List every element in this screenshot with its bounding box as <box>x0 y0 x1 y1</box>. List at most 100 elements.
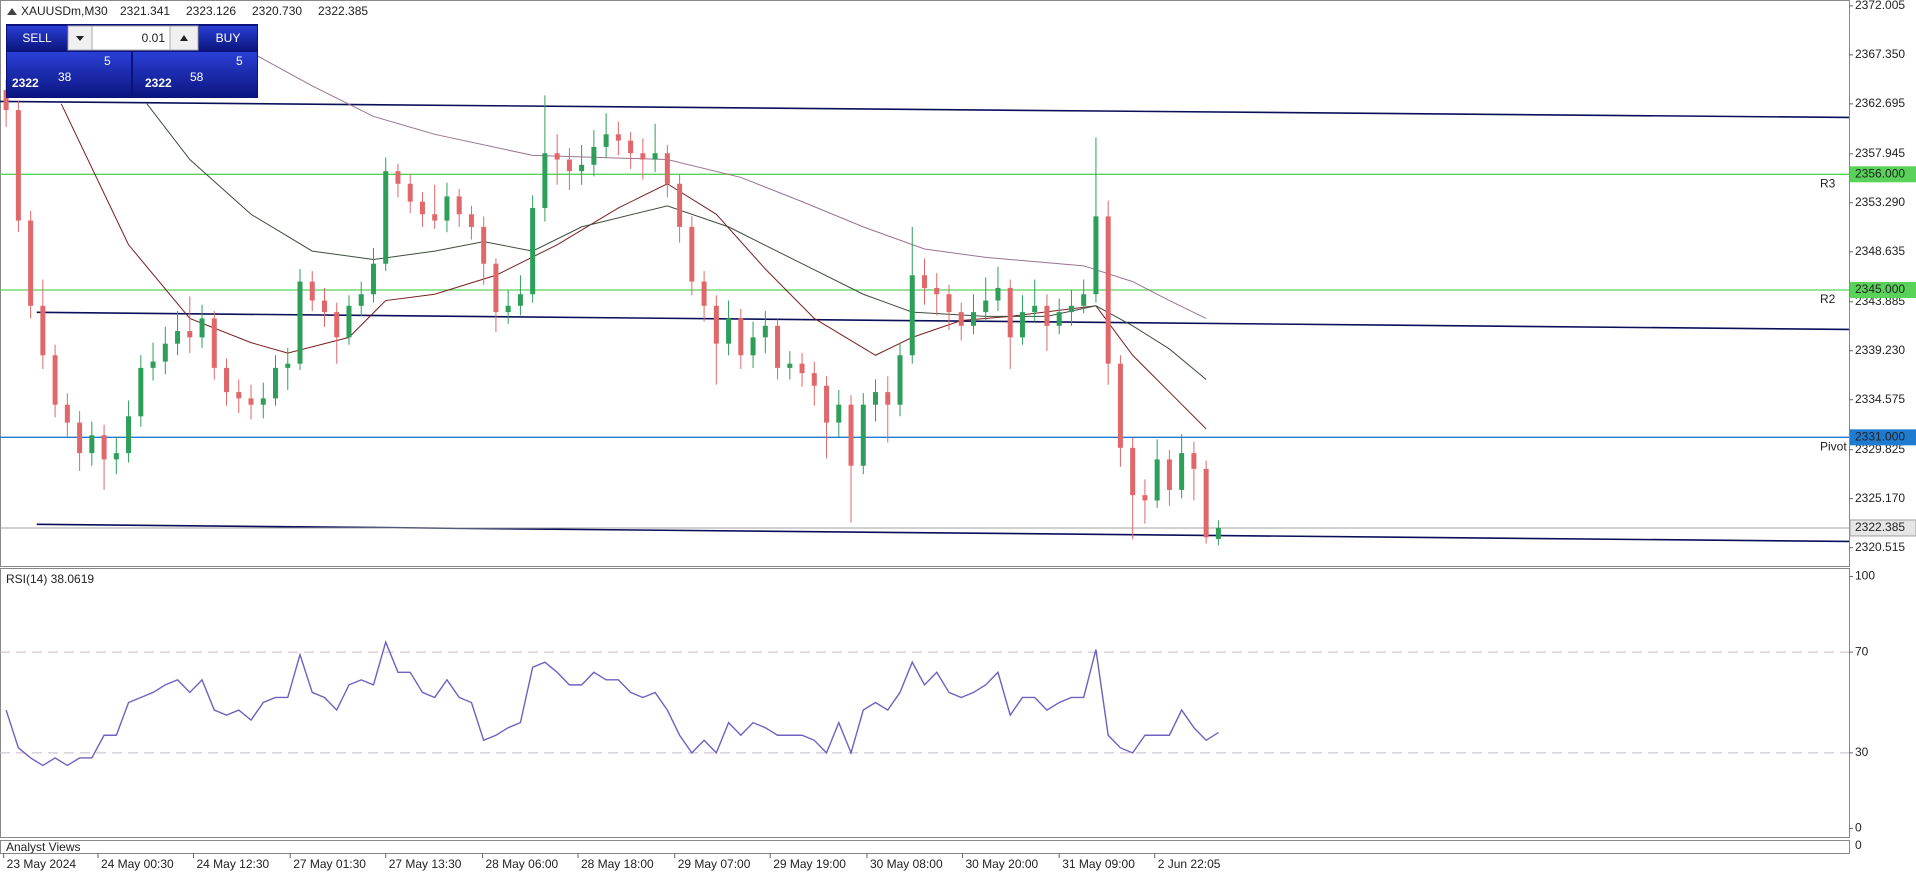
candle-body <box>505 305 511 313</box>
ohlc-value: 2323.126 <box>186 4 236 18</box>
x-tick-label: 28 May 06:00 <box>485 857 558 871</box>
current-price-label: 2322.385 <box>1855 520 1905 534</box>
candle-body <box>1105 216 1111 364</box>
price-panel-frame <box>0 0 1850 567</box>
lot-up-icon <box>180 35 188 41</box>
candle-body <box>444 196 450 221</box>
collapse-icon[interactable] <box>7 8 17 15</box>
candle-body <box>1019 312 1025 338</box>
candle-body <box>1056 312 1062 326</box>
candle-body <box>664 153 670 184</box>
buy-button[interactable]: BUY <box>199 26 257 50</box>
candle-body <box>995 287 1001 301</box>
candle-body <box>517 294 523 306</box>
level-tag-label: 2331.000 <box>1855 429 1905 443</box>
ohlc-value: 2320.730 <box>252 4 302 18</box>
symbol-title: XAUUSDm,M30 <box>21 4 108 18</box>
lot-input[interactable] <box>91 25 171 51</box>
x-tick-label: 24 May 00:30 <box>101 857 174 871</box>
candle-body <box>713 305 719 344</box>
lot-down[interactable] <box>67 25 93 51</box>
candle-body <box>162 343 168 362</box>
level-tag <box>1850 429 1916 446</box>
candle-body <box>970 312 976 326</box>
candle-body <box>309 281 315 301</box>
candle-body <box>15 110 21 221</box>
sell-button-bg[interactable] <box>7 26 67 50</box>
candle-body <box>407 183 413 202</box>
level-tag <box>1850 166 1916 183</box>
ask-box[interactable]: 2322 58 5 <box>133 52 257 97</box>
y-tick-label: 2372.005 <box>1855 0 1905 12</box>
candle-body <box>554 153 560 160</box>
candle-body <box>101 435 107 460</box>
ask-pips: 58 <box>190 70 204 84</box>
candle-body <box>28 220 34 306</box>
candle-body <box>321 300 327 313</box>
candle-body <box>566 159 572 172</box>
level-name: R3 <box>1820 176 1836 190</box>
y-tick-label: 2357.945 <box>1855 146 1905 160</box>
analyst-title: Analyst Views <box>6 840 80 854</box>
candle-body <box>1081 294 1087 306</box>
candle-body <box>799 363 805 374</box>
candle-body <box>1166 459 1172 490</box>
candle-body <box>199 318 205 338</box>
candle-body <box>358 294 364 306</box>
candle-body <box>383 171 389 264</box>
y-tick-label: 2334.575 <box>1855 392 1905 406</box>
candle-body <box>946 294 952 313</box>
candle-body <box>1203 468 1209 538</box>
x-tick-label: 30 May 20:00 <box>965 857 1038 871</box>
candle-body <box>1093 216 1099 295</box>
sell-button[interactable]: SELL <box>7 26 67 50</box>
x-tick-label: 2 Jun 22:05 <box>1158 857 1221 871</box>
candle-body <box>297 281 303 364</box>
candle-body <box>958 312 964 326</box>
candle-body <box>726 318 732 344</box>
candle-body <box>211 318 217 368</box>
x-tick-label: 29 May 07:00 <box>678 857 751 871</box>
ohlc-value: 2322.385 <box>318 4 368 18</box>
ohlc-value: 2321.341 <box>120 4 170 18</box>
candle-body <box>370 263 376 295</box>
buy-button-bg[interactable] <box>199 26 257 50</box>
candle-body <box>260 398 266 405</box>
candle-body <box>983 300 989 313</box>
candle-body <box>1154 459 1160 501</box>
candle-body <box>175 331 181 344</box>
candle-body <box>395 171 401 184</box>
candle-body <box>689 226 695 282</box>
candle-body <box>603 134 609 147</box>
candle-body <box>909 275 915 356</box>
level-name: Pivot <box>1820 439 1847 453</box>
y-tick-label: 2348.635 <box>1855 244 1905 258</box>
level-tag <box>1850 282 1916 299</box>
ask-box-bg[interactable] <box>133 52 257 97</box>
candle-body <box>701 281 707 306</box>
y-tick-label: 2325.170 <box>1855 491 1905 505</box>
candle-body <box>775 325 781 368</box>
candle-body <box>836 404 842 423</box>
buy-label[interactable]: BUY <box>216 31 241 45</box>
candle-body <box>824 385 830 423</box>
candle-body <box>860 404 866 466</box>
candle-body <box>346 305 352 338</box>
candle-body <box>615 134 621 141</box>
candle-body <box>579 164 585 172</box>
candle-body <box>89 435 95 454</box>
y-tick-label: 2320.515 <box>1855 540 1905 554</box>
x-tick-label: 31 May 09:00 <box>1062 857 1135 871</box>
moving-average <box>60 103 1207 430</box>
bid-box-bg[interactable] <box>7 52 131 97</box>
sell-label[interactable]: SELL <box>22 31 52 45</box>
candle-body <box>1142 495 1148 501</box>
candle-body <box>652 153 658 160</box>
rsi-line <box>5 639 1219 767</box>
candle-body <box>811 373 817 386</box>
y-tick-label: 2362.695 <box>1855 96 1905 110</box>
bid-box[interactable]: 2322 38 5 <box>7 52 131 97</box>
level-name: R2 <box>1820 292 1836 306</box>
